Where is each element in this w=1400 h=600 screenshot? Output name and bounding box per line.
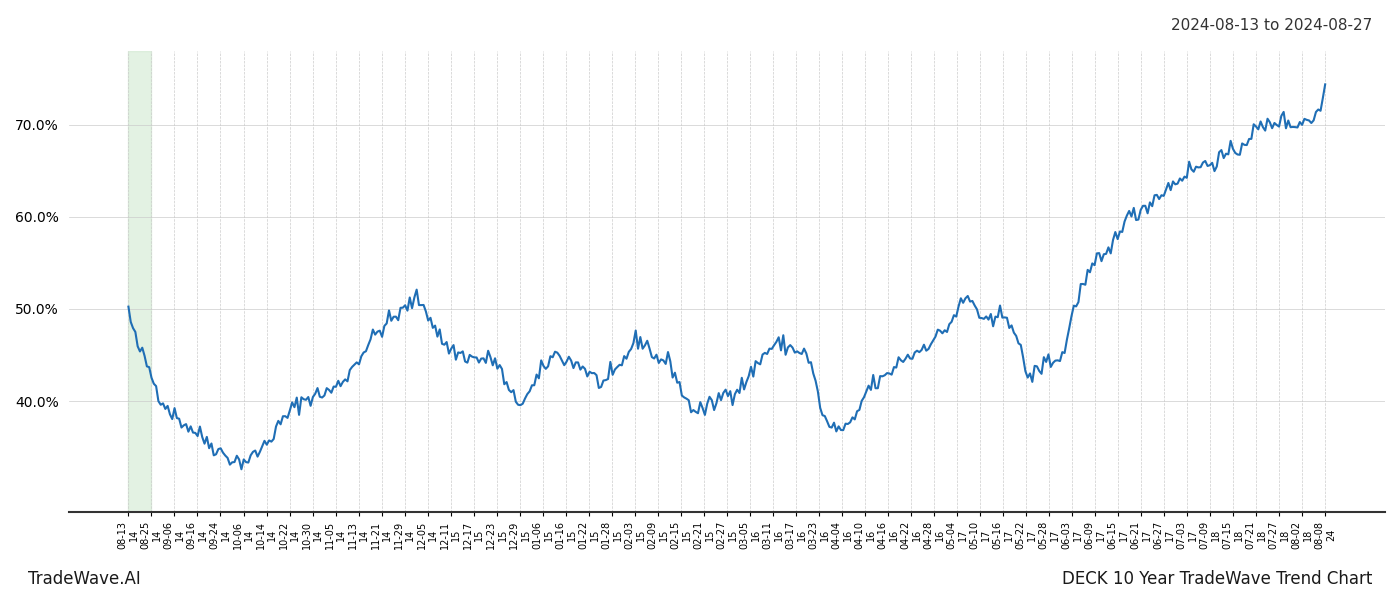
Text: TradeWave.AI: TradeWave.AI [28, 570, 141, 588]
Bar [129, 51, 151, 512]
Text: DECK 10 Year TradeWave Trend Chart: DECK 10 Year TradeWave Trend Chart [1061, 570, 1372, 588]
Text: 2024-08-13 to 2024-08-27: 2024-08-13 to 2024-08-27 [1170, 18, 1372, 33]
